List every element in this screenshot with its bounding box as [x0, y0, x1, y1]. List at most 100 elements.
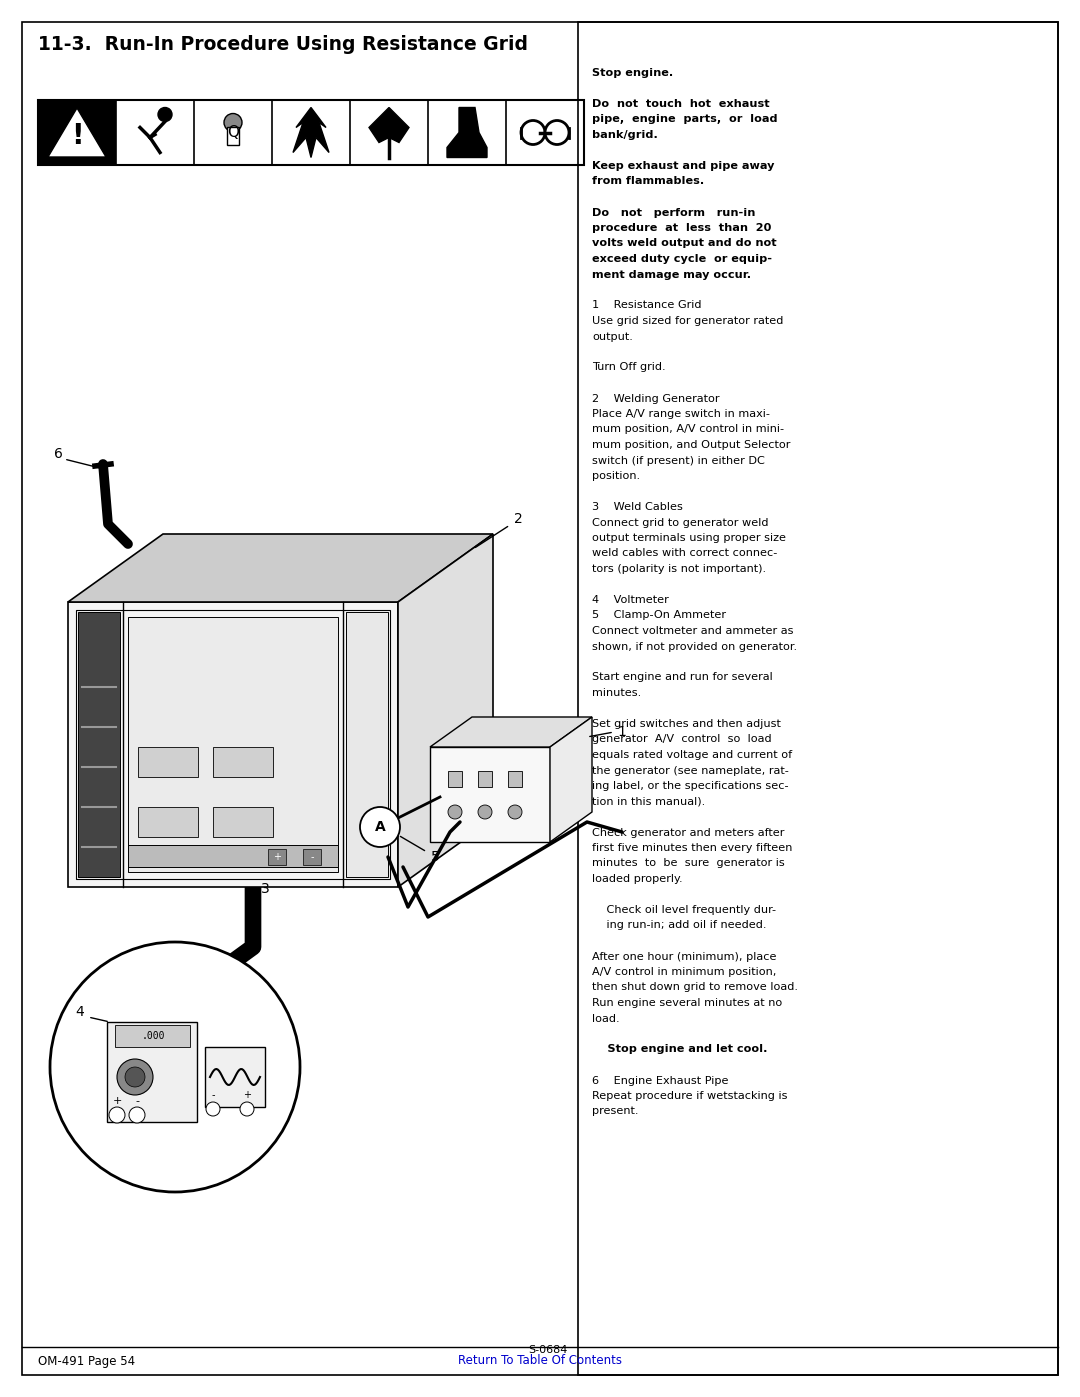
Text: -: - [135, 1097, 139, 1106]
Text: generator  A/V  control  so  load: generator A/V control so load [592, 735, 771, 745]
Text: Return To Table Of Contents: Return To Table Of Contents [458, 1355, 622, 1368]
Text: .000: .000 [141, 1031, 165, 1041]
Text: pipe,  engine  parts,  or  load: pipe, engine parts, or load [592, 115, 778, 124]
Text: Do   not   perform   run-in: Do not perform run-in [592, 208, 755, 218]
Text: Place A/V range switch in maxi-: Place A/V range switch in maxi- [592, 409, 770, 419]
Text: 6: 6 [54, 447, 63, 461]
Text: +: + [112, 1097, 122, 1106]
Polygon shape [68, 602, 399, 887]
Text: exceed duty cycle  or equip-: exceed duty cycle or equip- [592, 254, 772, 264]
Text: procedure  at  less  than  20: procedure at less than 20 [592, 224, 771, 233]
Text: bank/grid.: bank/grid. [592, 130, 658, 140]
Text: the generator (see nameplate, rat-: the generator (see nameplate, rat- [592, 766, 788, 775]
Text: Run engine several minutes at no: Run engine several minutes at no [592, 997, 782, 1009]
Text: +: + [243, 1090, 251, 1099]
Text: Q: Q [227, 124, 239, 140]
Bar [138, 807, 198, 837]
Circle shape [478, 805, 492, 819]
Text: Use grid sized for generator rated: Use grid sized for generator rated [592, 316, 783, 326]
Text: tors (polarity is not important).: tors (polarity is not important). [592, 564, 766, 574]
Text: mum position, and Output Selector: mum position, and Output Selector [592, 440, 791, 450]
Bar [78, 612, 120, 877]
Text: Start engine and run for several: Start engine and run for several [592, 672, 773, 683]
Circle shape [129, 1106, 145, 1123]
Text: mum position, A/V control in mini-: mum position, A/V control in mini- [592, 425, 784, 434]
Bar [107, 1023, 197, 1122]
Text: OM-491 Page 54: OM-491 Page 54 [38, 1355, 135, 1368]
Bar [213, 747, 273, 777]
Text: 4: 4 [76, 1004, 84, 1018]
Bar [227, 127, 239, 144]
Text: S-0684: S-0684 [528, 1345, 568, 1355]
Circle shape [117, 1059, 153, 1095]
Bar [508, 771, 522, 787]
Circle shape [125, 1067, 145, 1087]
Bar [213, 807, 273, 837]
Circle shape [50, 942, 300, 1192]
Text: volts weld output and do not: volts weld output and do not [592, 239, 777, 249]
Bar [138, 747, 198, 777]
Bar [268, 849, 286, 865]
Polygon shape [293, 108, 329, 158]
Text: A: A [375, 820, 386, 834]
Text: 1    Resistance Grid: 1 Resistance Grid [592, 300, 702, 310]
Text: Check oil level frequently dur-: Check oil level frequently dur- [592, 905, 777, 915]
Text: 11-3.  Run-In Procedure Using Resistance Grid: 11-3. Run-In Procedure Using Resistance … [38, 35, 528, 54]
Bar [205, 1046, 265, 1106]
Bar [346, 612, 388, 877]
Bar [38, 101, 584, 165]
Text: tion in this manual).: tion in this manual). [592, 796, 705, 806]
Text: output terminals using proper size: output terminals using proper size [592, 534, 786, 543]
Polygon shape [550, 717, 592, 842]
Text: Turn Off grid.: Turn Off grid. [592, 362, 665, 373]
Text: equals rated voltage and current of: equals rated voltage and current of [592, 750, 792, 760]
Circle shape [545, 120, 569, 144]
Bar [129, 845, 338, 868]
Polygon shape [369, 108, 409, 142]
Text: 4    Voltmeter: 4 Voltmeter [592, 595, 669, 605]
Bar [448, 771, 462, 787]
Text: Repeat procedure if wetstacking is: Repeat procedure if wetstacking is [592, 1091, 787, 1101]
Circle shape [448, 805, 462, 819]
Text: shown, if not provided on generator.: shown, if not provided on generator. [592, 641, 797, 651]
Polygon shape [399, 534, 492, 887]
Text: minutes.: minutes. [592, 687, 642, 698]
Polygon shape [68, 534, 492, 602]
Text: +: + [273, 852, 281, 862]
Bar [38, 101, 116, 165]
Circle shape [508, 805, 522, 819]
Circle shape [109, 1106, 125, 1123]
Text: 5: 5 [431, 849, 440, 863]
Text: Connect grid to generator weld: Connect grid to generator weld [592, 517, 769, 528]
Text: switch (if present) in either DC: switch (if present) in either DC [592, 455, 765, 465]
Bar [129, 617, 338, 872]
Text: loaded properly.: loaded properly. [592, 875, 683, 884]
Text: minutes  to  be  sure  generator is: minutes to be sure generator is [592, 859, 785, 869]
Text: 3: 3 [260, 882, 269, 895]
Text: 2    Welding Generator: 2 Welding Generator [592, 394, 719, 404]
Text: -: - [310, 852, 314, 862]
Circle shape [206, 1102, 220, 1116]
Circle shape [224, 113, 242, 131]
Text: Keep exhaust and pipe away: Keep exhaust and pipe away [592, 161, 774, 170]
Text: load.: load. [592, 1013, 620, 1024]
Text: !: ! [70, 123, 83, 151]
Text: 6    Engine Exhaust Pipe: 6 Engine Exhaust Pipe [592, 1076, 729, 1085]
Text: Check generator and meters after: Check generator and meters after [592, 827, 784, 837]
Text: first five minutes then every fifteen: first five minutes then every fifteen [592, 842, 793, 854]
Polygon shape [430, 747, 550, 842]
Text: output.: output. [592, 331, 633, 341]
Text: present.: present. [592, 1106, 638, 1116]
Text: After one hour (minimum), place: After one hour (minimum), place [592, 951, 777, 961]
Polygon shape [48, 108, 106, 156]
Bar [303, 849, 321, 865]
Text: position.: position. [592, 471, 640, 481]
Text: ing run-in; add oil if needed.: ing run-in; add oil if needed. [592, 921, 767, 930]
Text: A/V control in minimum position,: A/V control in minimum position, [592, 967, 777, 977]
Text: from flammables.: from flammables. [592, 176, 704, 187]
Text: weld cables with correct connec-: weld cables with correct connec- [592, 549, 778, 559]
Text: ing label, or the specifications sec-: ing label, or the specifications sec- [592, 781, 788, 791]
Bar [76, 610, 390, 879]
Text: -: - [212, 1090, 215, 1099]
Text: Connect voltmeter and ammeter as: Connect voltmeter and ammeter as [592, 626, 794, 636]
